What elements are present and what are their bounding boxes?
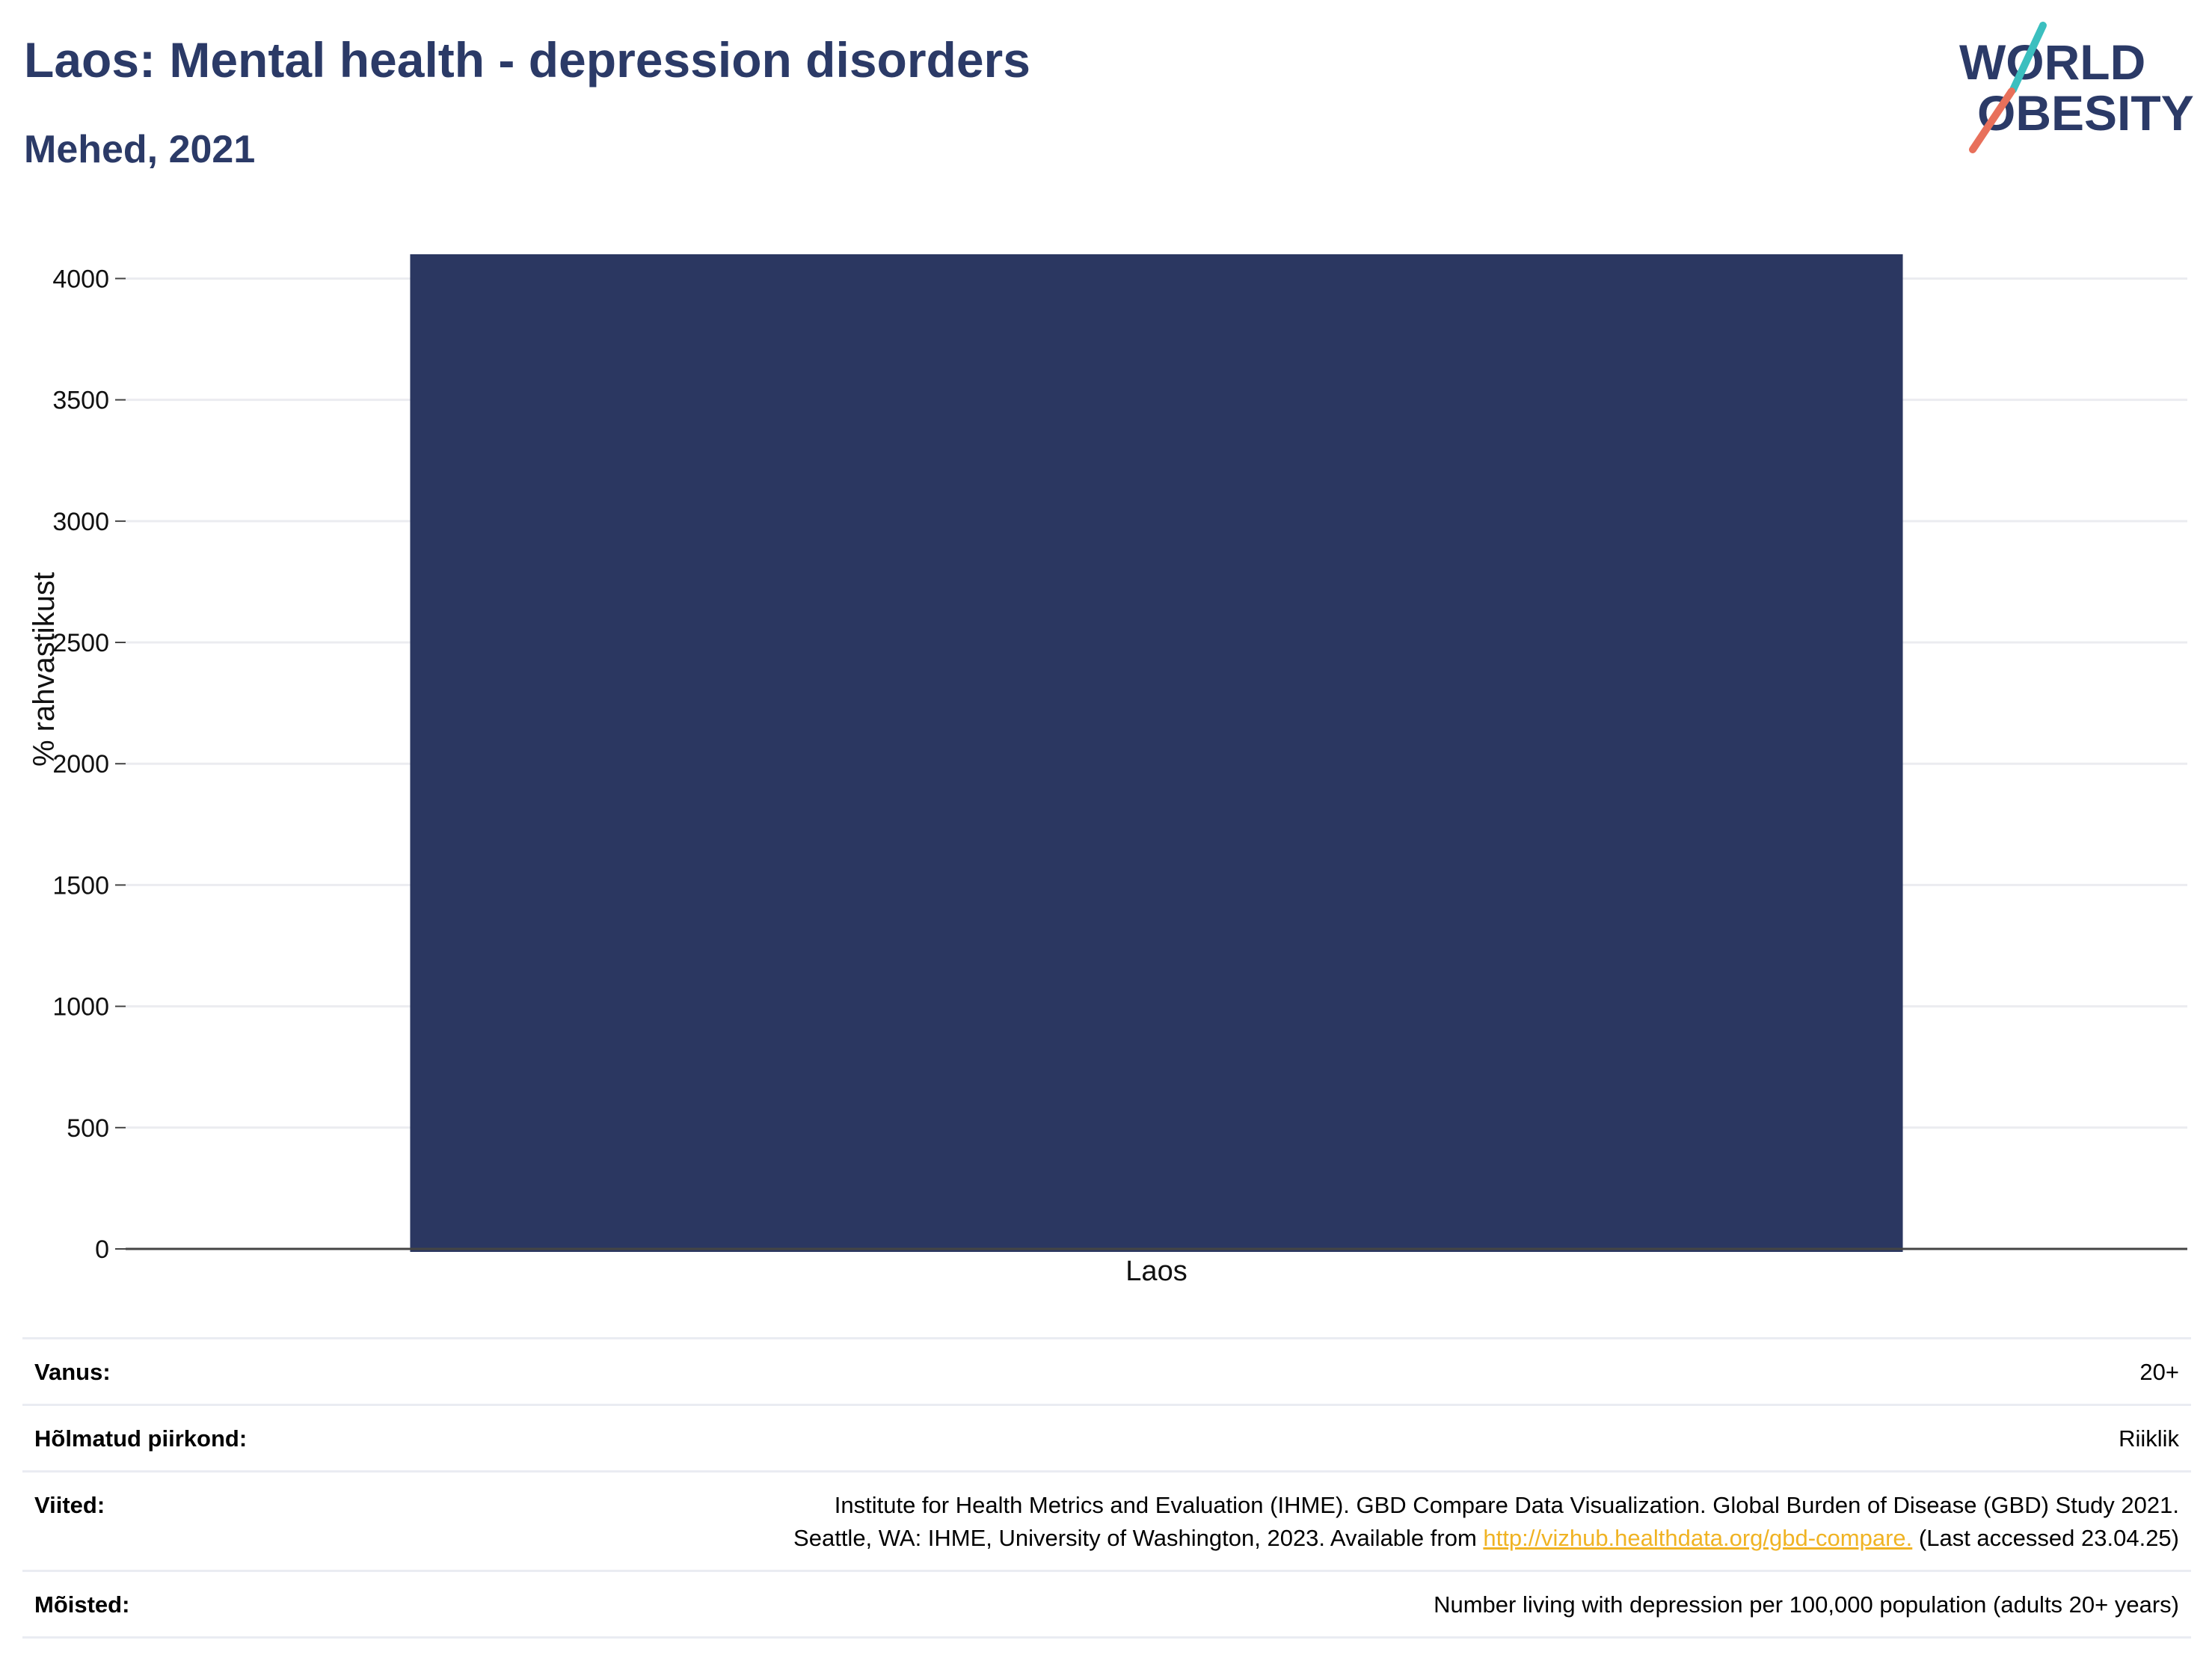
logo-text-world: WORLD xyxy=(1959,34,2145,90)
meta-label-references: Viited: xyxy=(34,1492,105,1518)
world-obesity-logo: WORLD OBESITY xyxy=(1959,22,2194,153)
y-tick-label: 1000 xyxy=(52,993,109,1022)
reference-line-2-pre: Seattle, WA: IHME, University of Washing… xyxy=(793,1525,1484,1551)
y-tick-label: 500 xyxy=(67,1114,109,1143)
y-tick-label: 3500 xyxy=(52,387,109,415)
y-tick-label: 4000 xyxy=(52,265,109,293)
chart-subtitle: Mehed, 2021 xyxy=(24,128,256,171)
meta-label-age: Vanus: xyxy=(34,1359,111,1385)
bar xyxy=(410,254,1903,1252)
meta-row-definitions: Mõisted: Number living with depression p… xyxy=(22,1572,2191,1639)
meta-row-references: Viited: Institute for Health Metrics and… xyxy=(22,1473,2191,1572)
meta-row-region: Hõlmatud piirkond: Riiklik xyxy=(22,1406,2191,1473)
y-tick-label: 2500 xyxy=(52,629,109,657)
meta-value-age: 20+ xyxy=(2139,1359,2179,1385)
meta-label-region: Hõlmatud piirkond: xyxy=(34,1425,248,1452)
metadata-table: Vanus: 20+ Hõlmatud piirkond: Riiklik Vi… xyxy=(22,1337,2191,1639)
y-axis-label: % rahvastikust xyxy=(28,572,61,767)
bar-chart: 0 500 1000 1500 2000 2500 3000 3500 4000 Laos % ra… xyxy=(28,254,2187,1287)
meta-value-region: Riiklik xyxy=(2119,1425,2179,1452)
reference-line-1: Institute for Health Metrics and Evaluat… xyxy=(834,1492,2179,1518)
chart-title: Laos: Mental health - depression disorde… xyxy=(24,32,1030,87)
logo-slash-teal xyxy=(2009,22,2047,93)
x-tick-label: Laos xyxy=(1125,1256,1187,1287)
y-tick-label: 1500 xyxy=(52,871,109,900)
meta-label-definitions: Mõisted: xyxy=(34,1591,130,1618)
meta-value-definitions: Number living with depression per 100,00… xyxy=(1434,1591,2179,1618)
reference-line-2-post: (Last accessed 23.04.25) xyxy=(1912,1525,2179,1551)
y-tick-label: 3000 xyxy=(52,508,109,536)
meta-row-age: Vanus: 20+ xyxy=(22,1339,2191,1406)
meta-value-references: Institute for Health Metrics and Evaluat… xyxy=(793,1489,2179,1555)
y-tick-label: 0 xyxy=(95,1235,109,1264)
logo-slash-coral xyxy=(1969,87,2015,153)
y-tick-label: 2000 xyxy=(52,750,109,779)
reference-link[interactable]: http://vizhub.healthdata.org/gbd-compare… xyxy=(1483,1525,1913,1551)
